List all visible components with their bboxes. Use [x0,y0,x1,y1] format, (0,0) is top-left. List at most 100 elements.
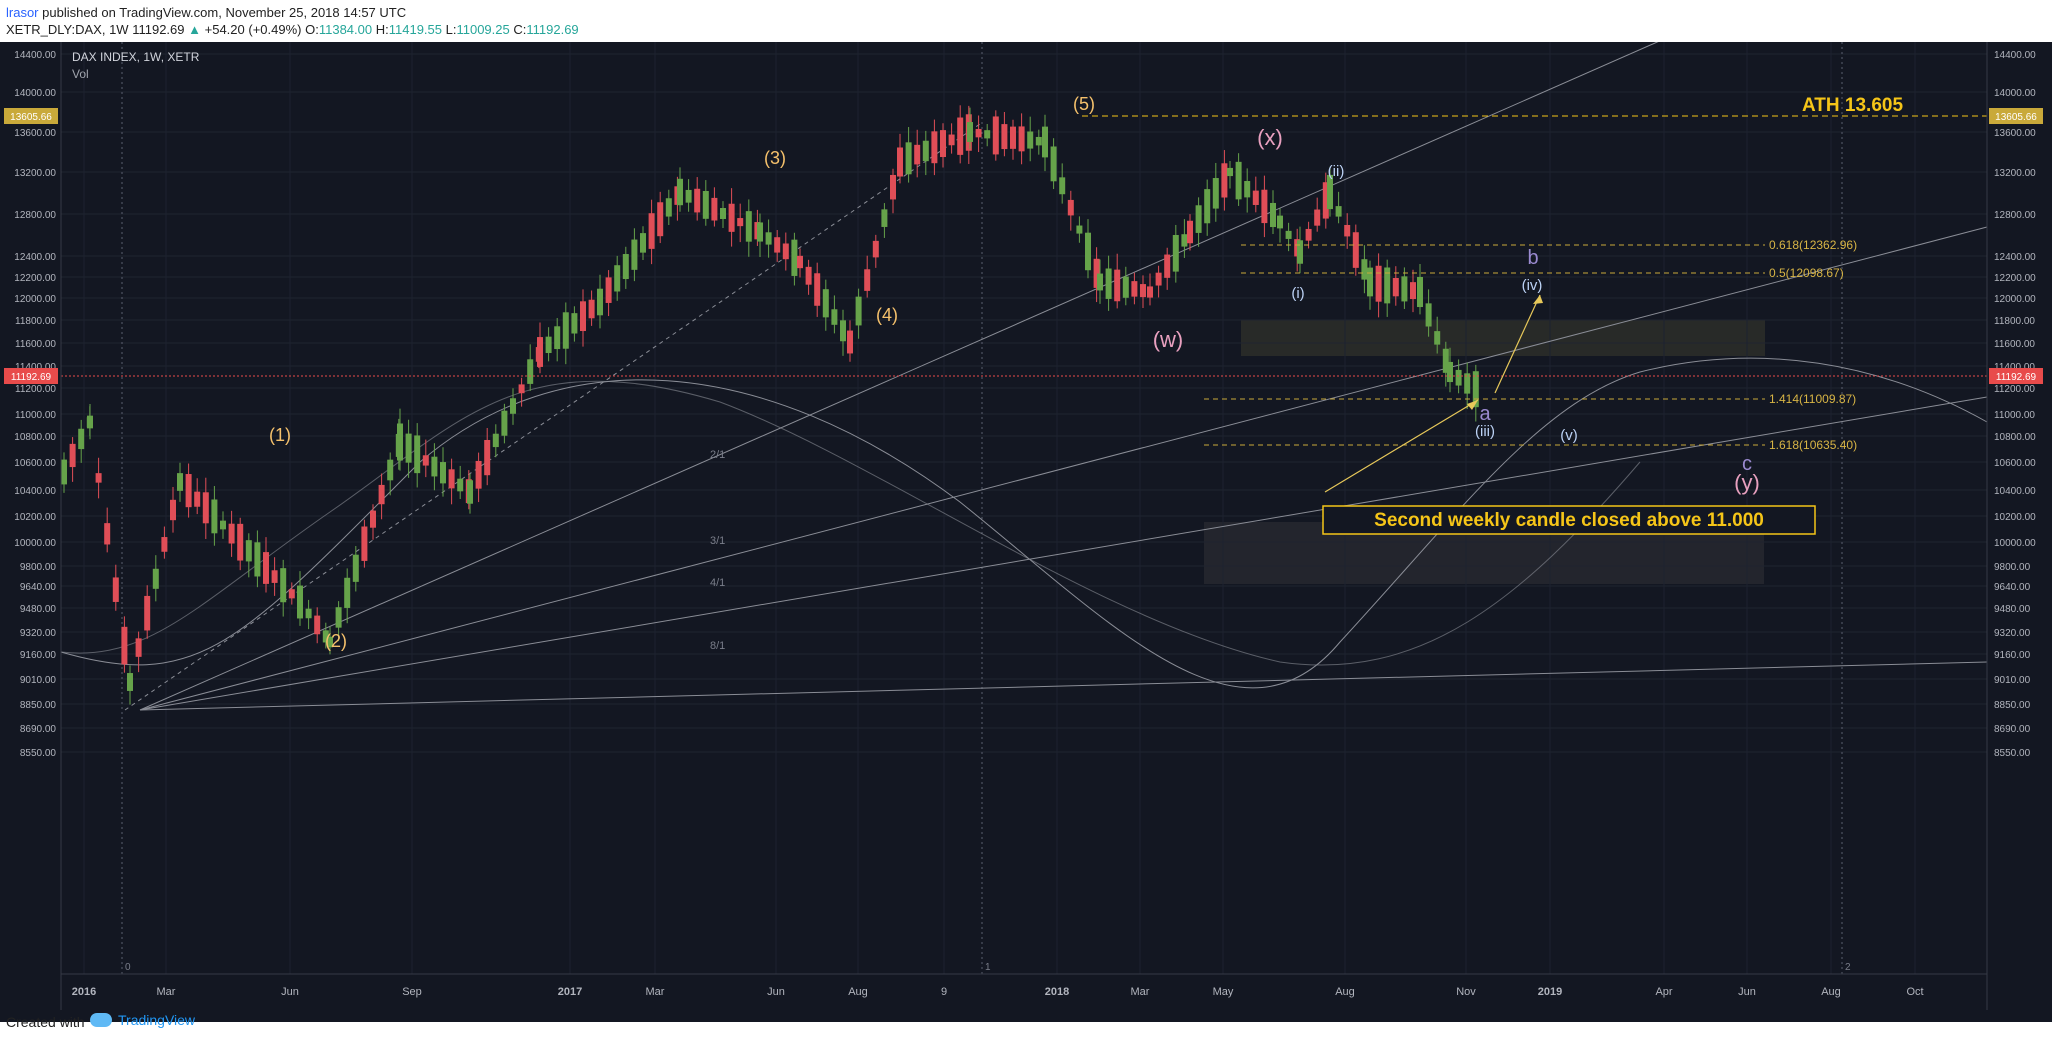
y-tick-right: 12400.00 [1994,252,2036,263]
candle-body [940,130,946,158]
candle-body [280,568,287,603]
candle-body [1327,174,1333,210]
candle-body [984,130,991,139]
candle-body [614,265,621,292]
arrow-head-icon [1533,295,1543,304]
open-label: O: [305,22,319,37]
candle-body [263,552,269,584]
candle-body [545,336,552,354]
candle-body [554,326,561,350]
x-tick-label: Mar [157,986,176,998]
legend-volume: Vol [72,67,89,81]
last-price-tag-left-bg [4,368,58,384]
cycle-curve [60,357,1988,689]
y-tick-left: 12400.00 [14,252,56,263]
y-tick-left: 9160.00 [20,650,57,661]
y-tick-right: 13200.00 [1994,168,2036,179]
candle-body [640,233,646,253]
candle-body [864,269,871,291]
candle-body [297,585,303,619]
candle-body [1344,224,1351,237]
candle-body [1131,281,1138,297]
candle-body [797,255,803,269]
y-tick-left: 11000.00 [15,410,56,421]
candle-body [475,460,482,489]
candle-body [484,439,491,476]
candle-body [1455,369,1462,386]
candle-body [1305,228,1312,241]
cloud-logo-icon [90,1013,112,1027]
candle-body [1114,269,1121,302]
x-tick-label: Jun [1738,986,1756,998]
ath-price-tag-bg [1989,108,2043,124]
candle-body [1187,220,1193,244]
candle-body [335,607,342,628]
fib-618-label: 0.618(12362.96) [1769,238,1857,252]
candle-body [967,122,973,142]
tradingview-brand: TradingView [118,1012,196,1028]
candle-body [1252,190,1259,205]
candle-body [112,577,119,602]
candle-body [1085,232,1091,271]
fan-line [139,661,1988,711]
y-tick-left: 10800.00 [14,432,56,443]
candle-body [327,636,333,648]
y-tick-left: 13600.00 [14,128,56,139]
candle-body [1227,167,1233,177]
y-tick-left: 9010.00 [20,675,57,686]
publish-info: lrasor published on TradingView.com, Nov… [6,5,406,20]
close-label: C: [513,22,527,37]
cycle-marker: 1 [985,962,991,973]
candle-body [518,384,525,394]
fan-label: 8/1 [710,640,725,652]
candle-body [992,116,999,155]
tradingview-link[interactable]: TradingView [90,1012,195,1028]
candle-body [1375,265,1382,302]
ohlc-row: XETR_DLY:DAX, 1W 11192.69 ▲ +54.20 (+0.4… [6,22,579,37]
candle-body [791,239,798,276]
y-tick-left: 8850.00 [20,700,57,711]
candle-body [537,337,543,367]
candle-body [510,398,516,414]
candle-body [571,313,578,334]
candle-body [1147,286,1153,298]
candle-body [1335,206,1342,217]
candle-body [1155,272,1162,286]
ath-annotation: ATH 13.605 [1802,95,1903,116]
price-change: +54.20 (+0.49%) [204,22,302,37]
candle-body [1401,276,1408,302]
legend-title: DAX INDEX, 1W, XETR [72,50,200,64]
cycle-marker: 2 [1845,962,1851,973]
projection-arrow [1494,294,1541,394]
candle-body [305,608,312,619]
candle-body [271,570,278,583]
publish-date: published on TradingView.com, November 2… [38,5,407,20]
y-tick-right: 9800.00 [1994,562,2031,573]
candle-body [711,197,718,221]
y-tick-right: 9010.00 [1994,675,2031,686]
candle-body [1367,267,1373,297]
candle-body [1425,303,1432,327]
chart-canvas[interactable]: 0 1 2 2/1 3/1 4/1 8/1 0.618(12362.96) 0.5(12098… [0,42,2052,1022]
candle-body [1010,126,1016,149]
y-tick-left: 12200.00 [14,273,56,284]
candle-body [822,289,829,318]
candle-body [370,510,376,528]
candle-body [588,299,595,319]
y-tick-left: 9800.00 [20,562,57,573]
x-tick-label: Sep [402,986,422,998]
candle-body [1067,199,1074,216]
y-tick-left: 11800.00 [15,316,56,327]
candle-body [121,626,128,665]
candle-body [597,288,603,316]
y-tick-right: 11200.00 [1994,384,2035,395]
y-tick-right: 8690.00 [1994,724,2031,735]
candle-body [914,144,921,165]
author-link[interactable]: lrasor [6,5,39,20]
candle-body [202,492,209,524]
candle-body [1322,182,1329,219]
candle-body [135,638,142,657]
candle-body [1018,126,1025,152]
y-tick-right: 11600.00 [1994,339,2035,350]
chart-svg[interactable]: 0 1 2 2/1 3/1 4/1 8/1 0.618(12362.96) 0.5(12098… [0,42,2052,1010]
